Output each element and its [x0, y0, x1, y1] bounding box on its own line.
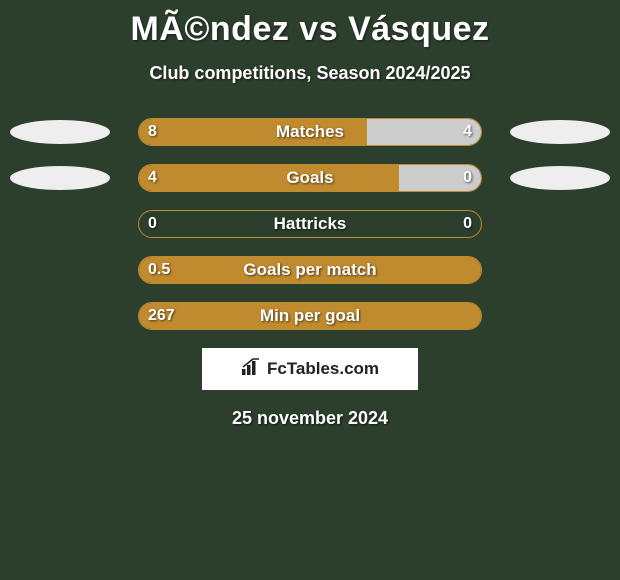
stat-row: 8 Matches 4 [0, 118, 620, 146]
stat-right-value: 0 [463, 164, 472, 192]
player-right-avatar [510, 166, 610, 190]
stat-row: 0.5 Goals per match [0, 256, 620, 284]
stats-container: 8 Matches 4 4 Goals 0 0 Hattricks 0 [0, 118, 620, 330]
player-left-avatar [10, 120, 110, 144]
stat-label: Min per goal [138, 302, 482, 330]
stat-label: Matches [138, 118, 482, 146]
stat-row: 267 Min per goal [0, 302, 620, 330]
brand-box[interactable]: FcTables.com [202, 348, 418, 390]
page-subtitle: Club competitions, Season 2024/2025 [0, 63, 620, 84]
stat-right-value: 4 [463, 118, 472, 146]
brand-chart-icon [241, 358, 261, 381]
player-right-avatar [510, 120, 610, 144]
stat-row: 0 Hattricks 0 [0, 210, 620, 238]
generated-date: 25 november 2024 [0, 408, 620, 429]
stat-label: Goals [138, 164, 482, 192]
stat-label: Goals per match [138, 256, 482, 284]
stat-right-value: 0 [463, 210, 472, 238]
stat-label: Hattricks [138, 210, 482, 238]
page-title: MÃ©ndez vs Vásquez [0, 0, 620, 49]
player-left-avatar [10, 166, 110, 190]
brand-text: FcTables.com [267, 359, 379, 379]
stat-row: 4 Goals 0 [0, 164, 620, 192]
